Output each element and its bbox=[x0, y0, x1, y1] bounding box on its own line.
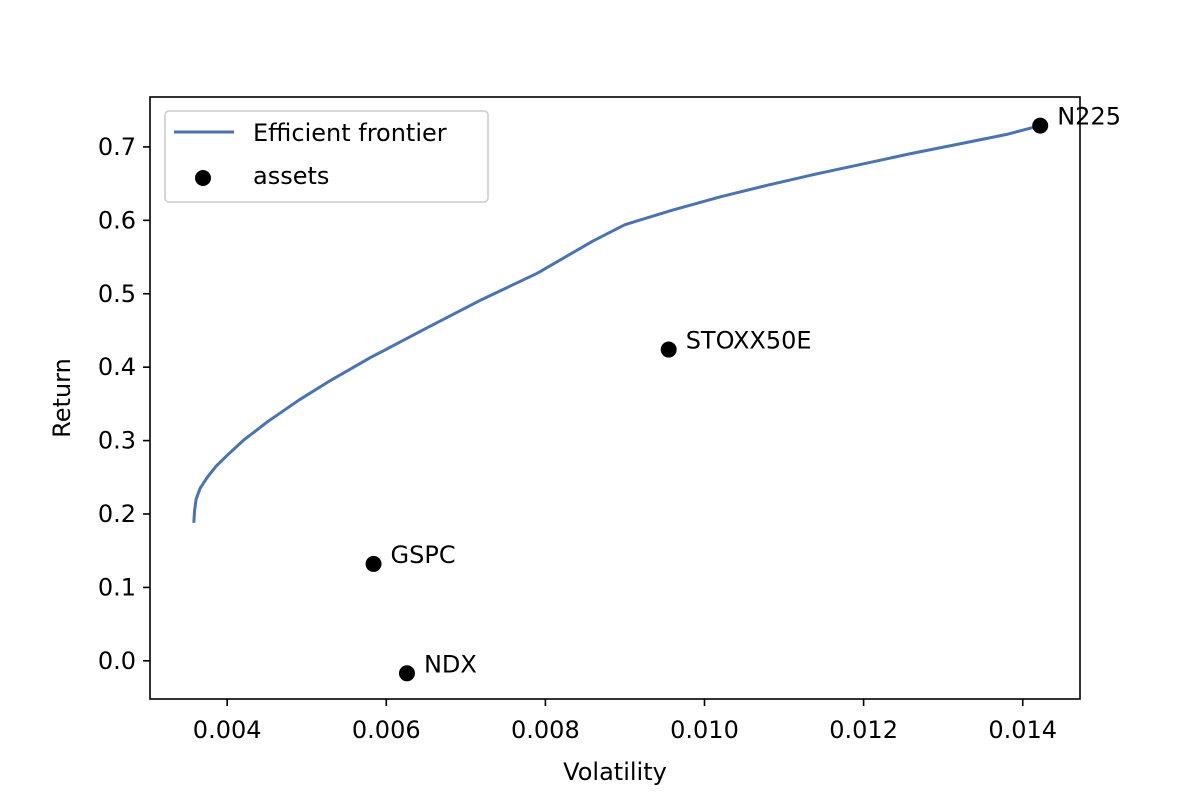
x-axis-ticks: 0.004 0.006 0.008 0.010 0.012 0.014 bbox=[193, 699, 1057, 744]
x-tick-label: 0.012 bbox=[829, 716, 898, 744]
efficient-frontier-line bbox=[192, 124, 1041, 523]
y-tick-label: 0.6 bbox=[98, 206, 136, 234]
y-tick-label: 0.2 bbox=[98, 500, 136, 528]
x-tick-label: 0.014 bbox=[988, 716, 1057, 744]
legend-dot-swatch bbox=[195, 170, 211, 186]
asset-point-gspc bbox=[365, 555, 382, 572]
asset-label-stoxx50e: STOXX50E bbox=[686, 327, 812, 355]
plot-layer: N225 STOXX50E GSPC NDX bbox=[192, 103, 1121, 682]
y-tick-label: 0.4 bbox=[98, 353, 136, 381]
asset-point-n225 bbox=[1032, 117, 1049, 134]
asset-point-ndx bbox=[398, 665, 415, 682]
asset-label-ndx: NDX bbox=[424, 650, 477, 678]
x-tick-label: 0.008 bbox=[511, 716, 580, 744]
y-tick-label: 0.3 bbox=[98, 427, 136, 455]
asset-label-n225: N225 bbox=[1057, 103, 1121, 131]
y-tick-label: 0.0 bbox=[98, 647, 136, 675]
x-tick-label: 0.010 bbox=[670, 716, 739, 744]
x-axis-label: Volatility bbox=[563, 758, 667, 786]
legend-label-assets: assets bbox=[253, 162, 329, 190]
legend: Efficient frontier assets bbox=[164, 110, 489, 203]
asset-label-gspc: GSPC bbox=[391, 541, 456, 569]
y-axis-label: Return bbox=[48, 358, 76, 438]
legend-label-frontier: Efficient frontier bbox=[253, 119, 447, 147]
y-tick-label: 0.7 bbox=[98, 133, 136, 161]
x-tick-label: 0.006 bbox=[352, 716, 421, 744]
axes-frame bbox=[149, 96, 1081, 700]
x-tick-label: 0.004 bbox=[193, 716, 262, 744]
y-tick-label: 0.5 bbox=[98, 280, 136, 308]
y-axis-ticks: 0.0 0.1 0.2 0.3 0.4 0.5 0.6 0.7 bbox=[98, 133, 150, 675]
legend-box bbox=[164, 110, 489, 203]
y-tick-label: 0.1 bbox=[98, 573, 136, 601]
asset-point-stoxx50e bbox=[660, 341, 677, 358]
